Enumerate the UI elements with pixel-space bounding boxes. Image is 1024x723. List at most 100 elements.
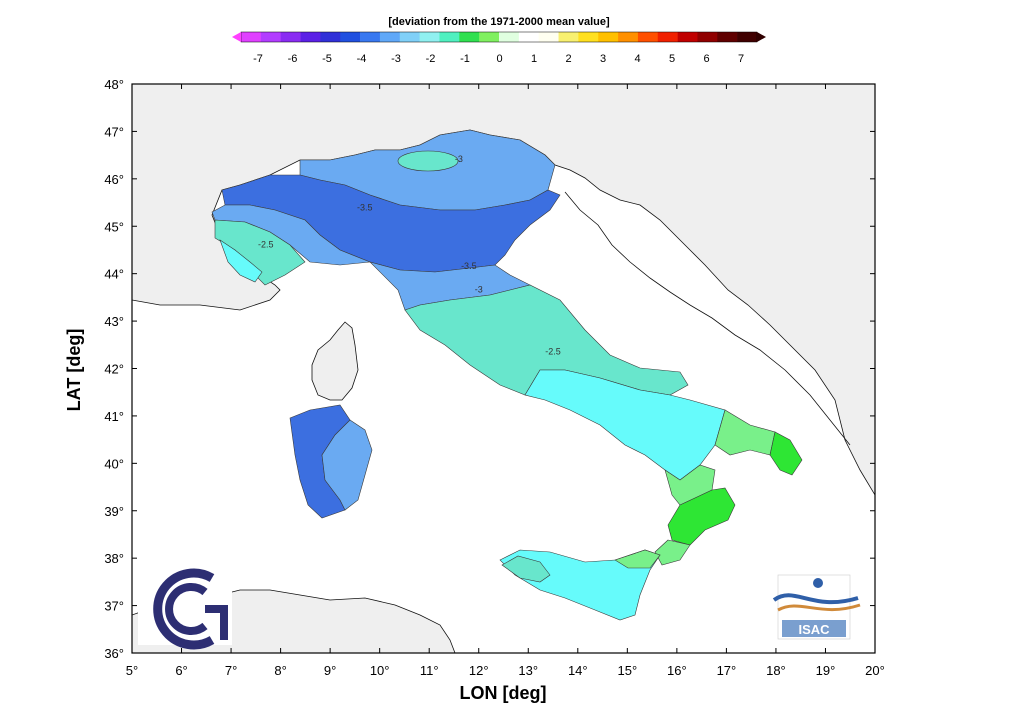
- colorbar-title: [deviation from the 1971-2000 mean value…: [388, 16, 610, 28]
- colorbar-label: -7: [253, 53, 263, 65]
- x-tick-label: 8°: [274, 663, 286, 678]
- x-tick-label: 19°: [816, 663, 836, 678]
- corsica-island: [311, 321, 359, 401]
- colorbar-swatch: [717, 32, 738, 42]
- contour-label: -2.5: [545, 346, 561, 356]
- y-tick-label: 43°: [104, 314, 124, 329]
- colorbar-label: -6: [288, 53, 298, 65]
- colorbar-label: -5: [322, 53, 332, 65]
- colorbar-swatch: [598, 32, 619, 42]
- colorbar-label: 4: [634, 53, 640, 65]
- colorbar-swatch: [260, 32, 281, 42]
- y-tick-label: 48°: [104, 77, 124, 92]
- x-tick-label: 16°: [667, 663, 687, 678]
- region-sicily-west: [501, 555, 551, 583]
- y-tick-label: 40°: [104, 456, 124, 471]
- colorbar-swatch: [399, 32, 420, 42]
- x-tick-label: 9°: [324, 663, 336, 678]
- y-tick-label: 44°: [104, 267, 124, 282]
- region-alpine-pocket: [397, 150, 459, 172]
- colorbar-label: 3: [600, 53, 606, 65]
- cnr-logo: [138, 568, 232, 650]
- colorbar-swatch: [697, 32, 718, 42]
- isac-wave-blue: [772, 593, 859, 605]
- isac-logo: ISAC: [772, 574, 861, 640]
- colorbar: [deviation from the 1971-2000 mean value…: [232, 16, 766, 65]
- colorbar-label: 1: [531, 53, 537, 65]
- y-tick-label: 42°: [104, 362, 124, 377]
- x-tick-label: 17°: [717, 663, 737, 678]
- y-tick-label: 45°: [104, 219, 124, 234]
- x-tick-label: 7°: [225, 663, 237, 678]
- contour-labels: -3 -3.5 -3.5 -3 -2.5 -2.5: [258, 154, 561, 356]
- colorbar-swatch: [618, 32, 639, 42]
- colorbar-swatch: [360, 32, 381, 42]
- x-tick-label: 5°: [126, 663, 138, 678]
- region-sicily-northeast: [614, 549, 661, 569]
- x-tick-label: 6°: [175, 663, 187, 678]
- x-tick-label: 20°: [865, 663, 885, 678]
- y-tick-label: 41°: [104, 409, 124, 424]
- x-tick-label: 12°: [469, 663, 489, 678]
- colorbar-swatch: [379, 32, 401, 42]
- colorbar-min-arrow: [232, 32, 241, 42]
- colorbar-swatch: [538, 32, 559, 42]
- y-tick-label: 46°: [104, 172, 124, 187]
- colorbar-swatch: [459, 32, 480, 42]
- colorbar-swatch: [657, 32, 678, 42]
- x-tick-label: 10°: [370, 663, 390, 678]
- colorbar-swatch: [499, 32, 520, 42]
- colorbar-swatch: [578, 32, 599, 42]
- colorbar-swatch: [280, 32, 301, 42]
- cnr-logo-arc-inner: [165, 583, 208, 635]
- colorbar-swatch: [737, 32, 758, 42]
- x-tick-label: 15°: [617, 663, 637, 678]
- colorbar-swatch: [300, 32, 321, 42]
- y-tick-label: 37°: [104, 599, 124, 614]
- x-tick-label: 14°: [568, 663, 588, 678]
- region-central: [404, 284, 689, 396]
- colorbar-label: 6: [703, 53, 709, 65]
- y-tick-label: 47°: [104, 124, 124, 139]
- y-axis: 48° 47° 46° 45° 44° 43° 42° 41° 40° 39° 38° 37° 36°: [104, 77, 875, 661]
- x-tick-label: 13°: [518, 663, 538, 678]
- isac-logo-text: ISAC: [798, 622, 830, 637]
- isac-logo-dot: [813, 578, 823, 588]
- cnr-logo-bar: [205, 605, 228, 640]
- region-south: [524, 369, 726, 481]
- colorbar-swatch: [320, 32, 341, 42]
- x-axis-title: LON [deg]: [460, 683, 547, 703]
- colorbar-label: 7: [738, 53, 744, 65]
- region-calabria: [667, 487, 736, 546]
- region-calabria-south: [654, 539, 691, 566]
- colorbar-swatch: [677, 32, 698, 42]
- italy-regions: [211, 129, 803, 621]
- colorbar-label: 2: [565, 53, 571, 65]
- region-sardinia-east: [321, 419, 373, 511]
- cnr-logo-arc-outer: [153, 568, 215, 650]
- x-tick-label: 18°: [766, 663, 786, 678]
- colorbar-swatch: [439, 32, 460, 42]
- x-tick-label: 11°: [420, 663, 439, 678]
- y-tick-label: 39°: [104, 504, 124, 519]
- colorbar-swatch: [241, 32, 262, 42]
- adriatic-balkans-coast: [564, 191, 851, 446]
- colorbar-label: 0: [496, 53, 502, 65]
- colorbar-swatch: [518, 32, 539, 42]
- contour-label: -3.5: [461, 261, 477, 271]
- contour-label: -3.5: [357, 203, 373, 213]
- y-axis-title: LAT [deg]: [64, 329, 84, 412]
- colorbar-swatch: [419, 32, 440, 42]
- y-tick-label: 38°: [104, 551, 124, 566]
- contour-label: -2.5: [258, 240, 274, 250]
- contour-label: -3: [475, 285, 483, 295]
- contour-label: -3: [455, 154, 463, 164]
- colorbar-label: -3: [391, 53, 401, 65]
- colorbar-label: -2: [426, 53, 436, 65]
- map-panel: -3 -3.5 -3.5 -3 -2.5 -2.5 ISAC: [132, 84, 875, 653]
- y-tick-label: 36°: [104, 646, 124, 661]
- colorbar-label: 5: [669, 53, 675, 65]
- colorbar-label: -1: [460, 53, 470, 65]
- colorbar-swatch: [479, 32, 500, 42]
- colorbar-swatch: [340, 32, 361, 42]
